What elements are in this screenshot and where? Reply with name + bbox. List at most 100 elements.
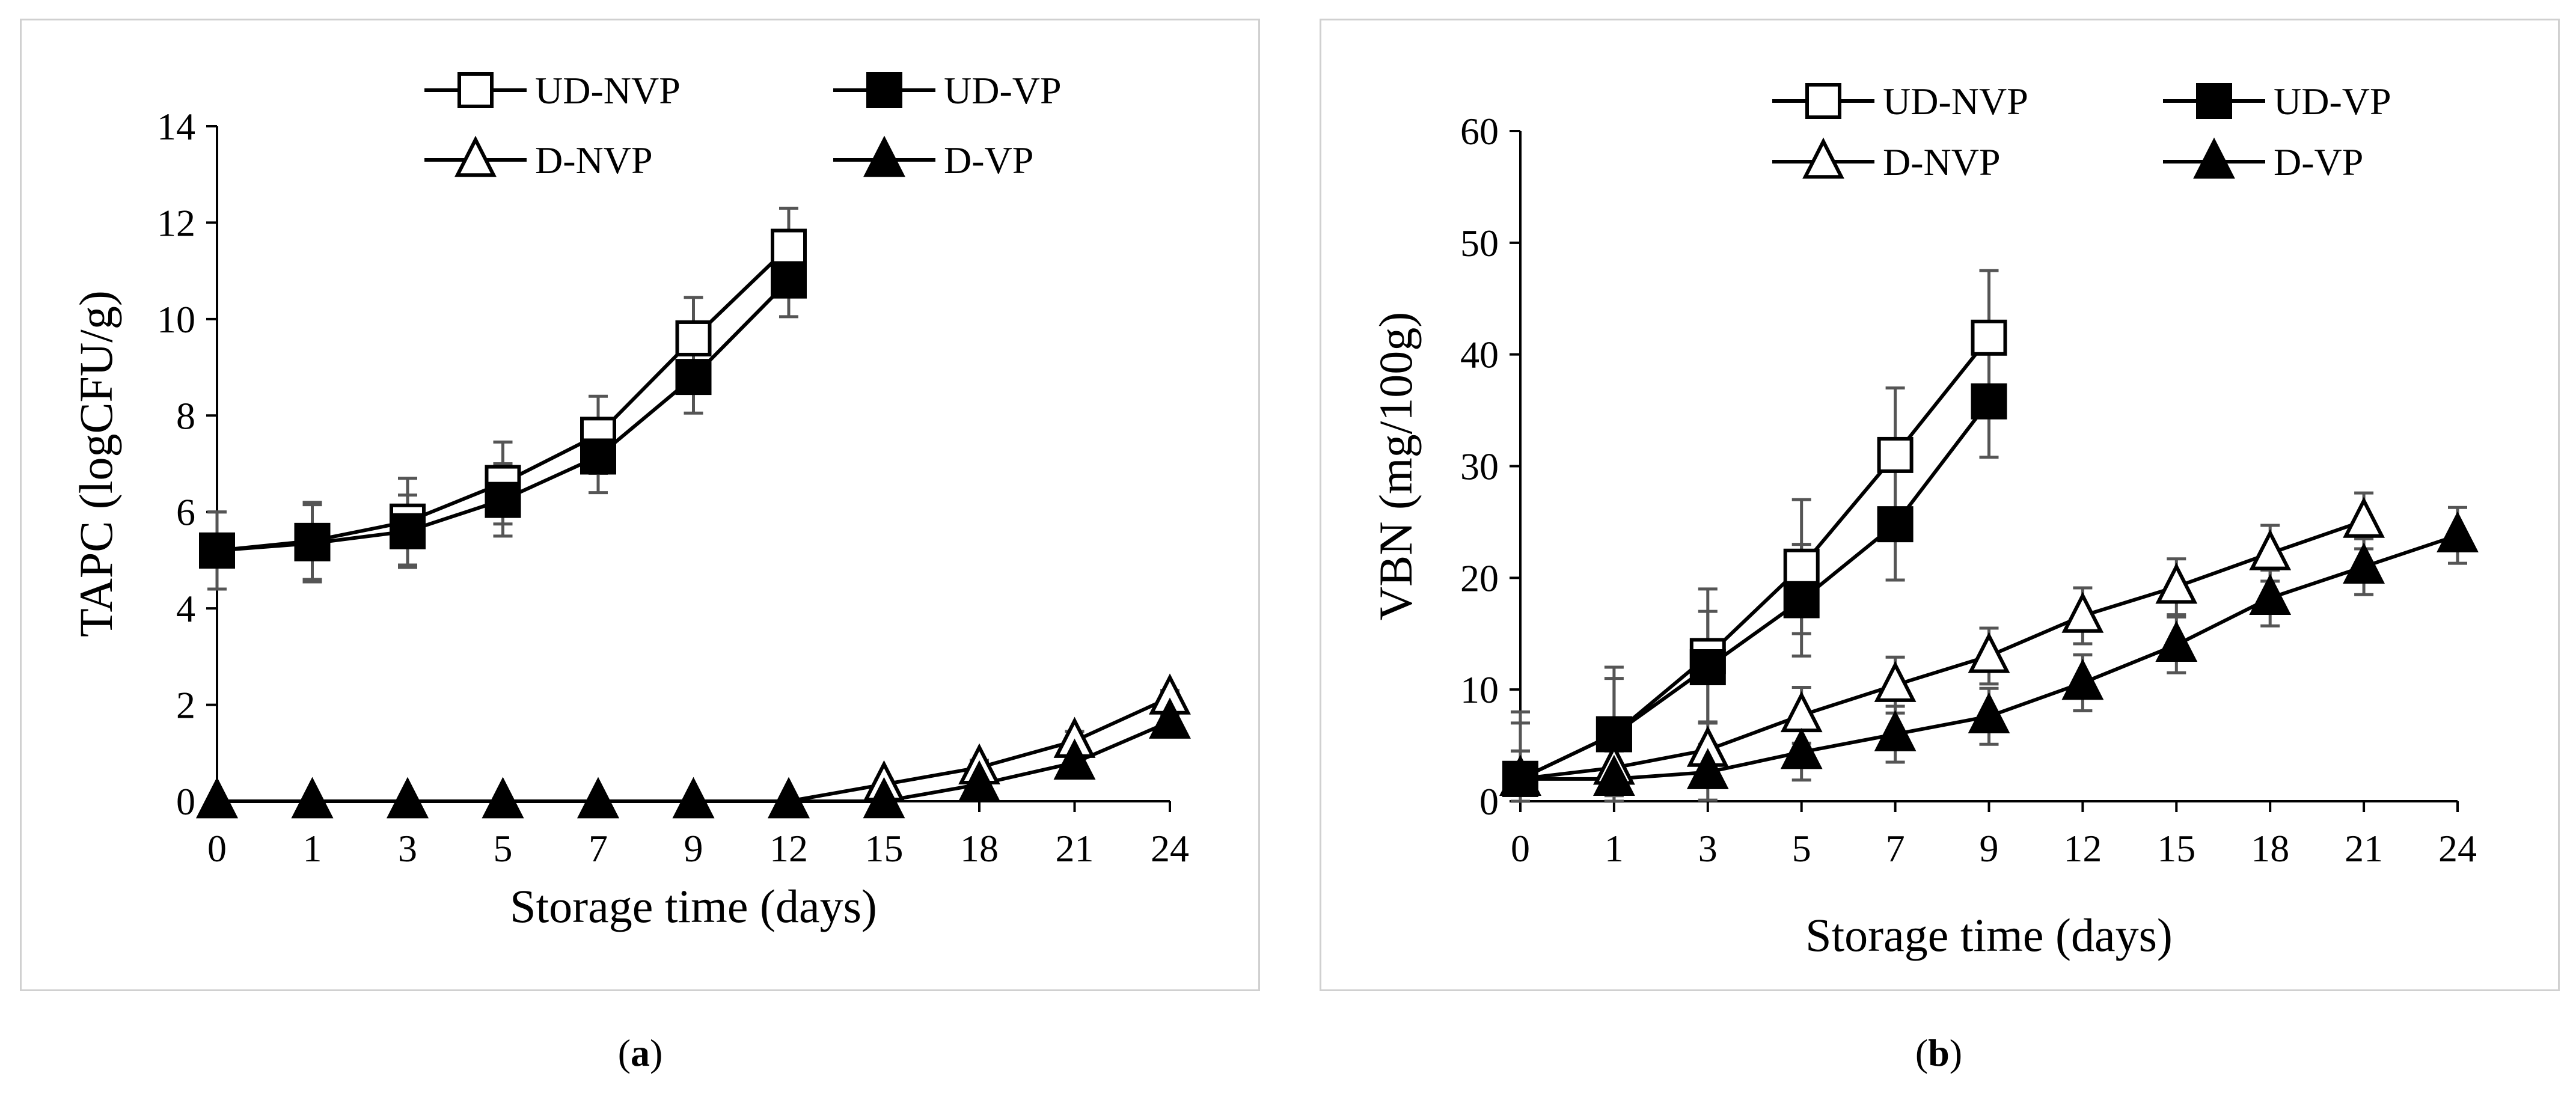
- data-point-ud-vp: [199, 532, 235, 569]
- y-tick-label: 10: [1460, 668, 1499, 711]
- y-tick-label: 6: [176, 491, 195, 534]
- legend-marker: [2196, 83, 2232, 119]
- data-point-ud-vp: [580, 438, 616, 475]
- data-point-d-vp: [387, 777, 429, 819]
- data-point-d-vp: [672, 777, 715, 819]
- x-tick-label: 7: [589, 827, 608, 870]
- chart-panel-b: 0 10 20 30 40 50 60 0 1 3 5 7 9 12 15 18 21 24 Storage tim…: [1320, 19, 2560, 991]
- x-tick-label: 3: [1698, 827, 1718, 870]
- legend-marker: [863, 135, 905, 177]
- x-tick-label: 21: [1056, 827, 1094, 870]
- data-point-d-nvp: [1874, 661, 1917, 702]
- data-point-ud-vp: [771, 262, 807, 299]
- y-tick-label: 14: [157, 105, 195, 148]
- data-point-d-vp: [2437, 511, 2479, 552]
- series-line-d-nvp: [1520, 519, 2365, 781]
- x-tick-label: 15: [865, 827, 904, 870]
- x-tick-label: 9: [1980, 827, 1999, 870]
- data-point-d-vp: [1686, 748, 1729, 789]
- x-tick-label: 18: [2251, 827, 2289, 870]
- legend-marker: [454, 135, 497, 177]
- data-point-d-vp: [863, 777, 905, 819]
- x-tick-label: 0: [1511, 827, 1530, 870]
- x-tick-label: 24: [1151, 827, 1189, 870]
- data-point-d-nvp: [2249, 529, 2292, 570]
- data-point-d-vp: [196, 777, 238, 819]
- x-tick-label: 24: [2438, 827, 2477, 870]
- data-point-ud-nvp: [1877, 436, 1914, 473]
- y-tick-label: 60: [1460, 110, 1499, 153]
- x-axis-label: Storage time (days): [1805, 909, 2173, 961]
- legend-label: D-VP: [944, 139, 1033, 182]
- legend-marker: [1805, 83, 1841, 119]
- y-tick-label: 2: [176, 684, 195, 727]
- x-tick-label: 3: [398, 827, 417, 870]
- data-point-ud-vp: [1783, 582, 1820, 619]
- data-point-d-vp: [1149, 697, 1191, 739]
- data-point-d-vp: [2343, 542, 2385, 584]
- caption-a: (a): [617, 1031, 663, 1074]
- data-point-d-nvp: [1968, 632, 2010, 673]
- data-point-d-vp: [768, 777, 810, 819]
- legend-label: UD-VP: [2274, 80, 2391, 123]
- data-point-d-vp: [1780, 728, 1823, 769]
- legend-label: UD-NVP: [535, 69, 681, 112]
- legend-marker: [2193, 137, 2235, 179]
- x-tick-label: 21: [2345, 827, 2383, 870]
- x-axis-label: Storage time (days): [510, 880, 877, 932]
- y-tick-label: 10: [157, 298, 195, 341]
- x-tick-label: 7: [1886, 827, 1905, 870]
- x-tick-label: 0: [207, 827, 227, 870]
- data-point-ud-nvp: [675, 320, 712, 356]
- y-tick-label: 12: [157, 201, 195, 244]
- legend-label: UD-NVP: [1883, 80, 2028, 123]
- y-axis-label: TAPC (logCFU/g): [70, 290, 122, 637]
- y-tick-label: 4: [176, 587, 195, 630]
- data-point-d-vp: [1593, 754, 1635, 796]
- x-tick-label: 15: [2157, 827, 2195, 870]
- x-tick-label: 12: [769, 827, 808, 870]
- legend-label: D-NVP: [1883, 141, 2001, 183]
- legend-marker: [1802, 137, 1844, 179]
- y-tick-label: 40: [1460, 334, 1499, 376]
- x-tick-label: 1: [303, 827, 322, 870]
- legend-label: UD-VP: [944, 69, 1062, 112]
- data-point-d-nvp: [2061, 591, 2104, 633]
- data-point-d-nvp: [2343, 496, 2385, 538]
- x-tick-label: 1: [1605, 827, 1624, 870]
- legend-label: D-NVP: [535, 139, 653, 182]
- data-point-d-vp: [2249, 573, 2292, 615]
- data-point-d-vp: [1499, 754, 1541, 796]
- data-point-d-vp: [482, 777, 524, 819]
- caption-b: (b): [1915, 1031, 1963, 1074]
- data-point-ud-vp: [294, 525, 331, 561]
- y-axis-label: VBN (mg/100g): [1369, 312, 1422, 620]
- data-point-ud-vp: [675, 359, 712, 396]
- x-tick-label: 18: [960, 827, 999, 870]
- data-point-d-vp: [1968, 692, 2010, 733]
- x-tick-label: 12: [2063, 827, 2102, 870]
- legend-marker: [457, 72, 494, 108]
- data-point-d-vp: [958, 760, 1000, 802]
- data-point-ud-vp: [1877, 506, 1914, 543]
- data-point-ud-nvp: [1971, 319, 2007, 356]
- data-point-ud-vp: [1689, 649, 1726, 685]
- data-point-ud-vp: [485, 481, 521, 518]
- chart-b-svg: 0 10 20 30 40 50 60 0 1 3 5 7 9 12 15 18 21 24 Storage tim…: [1369, 80, 2479, 961]
- data-point-ud-vp: [1971, 383, 2007, 420]
- y-tick-label: 50: [1460, 222, 1499, 264]
- y-tick-label: 20: [1460, 557, 1499, 599]
- x-tick-label: 9: [684, 827, 703, 870]
- data-point-ud-nvp: [1783, 548, 1820, 585]
- data-point-d-vp: [1874, 710, 1917, 751]
- series-line-ud-nvp: [1519, 336, 1990, 781]
- data-point-d-vp: [2155, 620, 2198, 662]
- x-tick-label: 5: [1792, 827, 1811, 870]
- data-point-d-vp: [577, 777, 619, 819]
- series-line-ud-vp: [1519, 400, 1990, 781]
- y-tick-label: 0: [176, 780, 195, 823]
- x-tick-label: 5: [494, 827, 513, 870]
- data-point-d-vp: [291, 777, 334, 819]
- y-tick-label: 8: [176, 394, 195, 437]
